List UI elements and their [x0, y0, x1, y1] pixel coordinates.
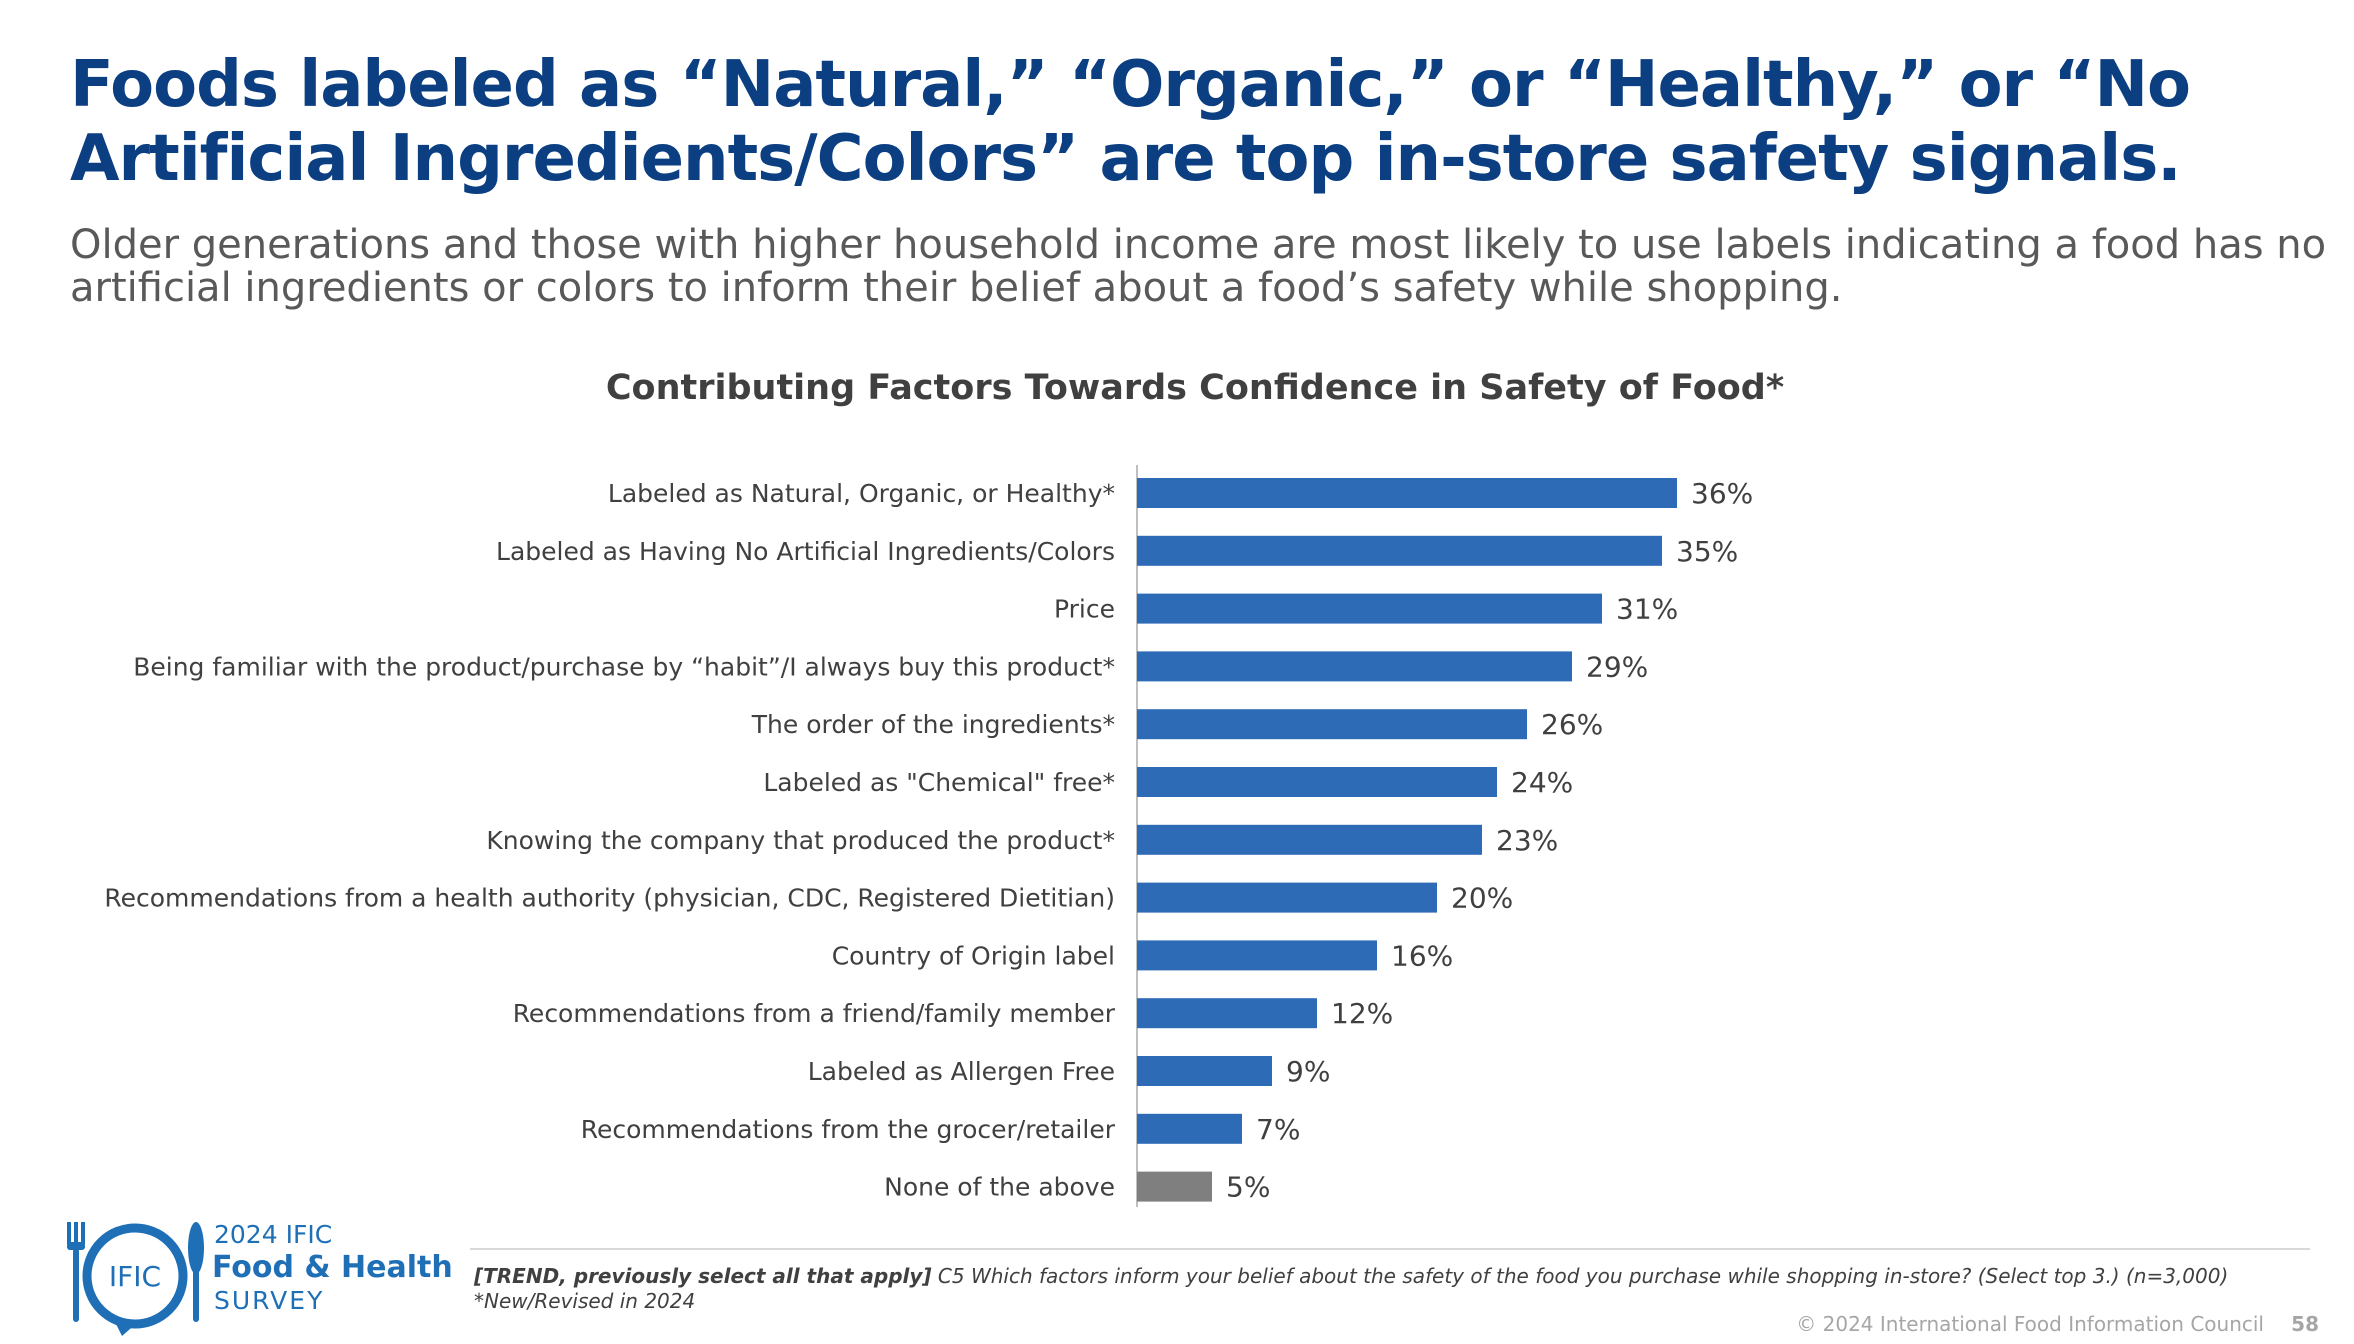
bar	[1137, 998, 1317, 1029]
copyright: © 2024 International Food Information Co…	[1796, 1312, 2264, 1336]
fork-and-spoon-icon	[67, 1222, 204, 1322]
logo-mark: IFIC	[109, 1260, 161, 1293]
bar	[1137, 709, 1527, 740]
value-label: 36%	[1691, 477, 1753, 510]
bar-row: Country of Origin label 16%	[832, 939, 1454, 972]
bar	[1137, 478, 1677, 508]
value-label: 20%	[1451, 882, 1513, 915]
bar-chart: Labeled as Natural, Organic, or Healthy*…	[104, 465, 1753, 1207]
slide-subtitle: Older generations and those with higher …	[70, 222, 2327, 311]
logo-year: 2024 IFIC	[214, 1220, 333, 1249]
value-label: 29%	[1586, 650, 1648, 683]
category-label: Being familiar with the product/purchase…	[133, 652, 1115, 681]
footnote: [TREND, previously select all that apply…	[474, 1264, 2314, 1314]
ific-logo: IFIC	[67, 1222, 204, 1336]
bar	[1137, 593, 1602, 624]
bar	[1137, 651, 1572, 682]
bar-row: Labeled as Having No Artificial Ingredie…	[496, 535, 1738, 568]
value-label: 26%	[1541, 708, 1603, 741]
category-label: Recommendations from the grocer/retailer	[581, 1115, 1116, 1144]
category-label: Labeled as Allergen Free	[808, 1057, 1115, 1086]
category-label: Knowing the company that produced the pr…	[486, 826, 1115, 855]
bar	[1137, 1056, 1272, 1086]
bar-row: Price 31%	[1054, 593, 1678, 626]
bar-row: None of the above 5%	[884, 1171, 1270, 1204]
category-label: Price	[1054, 595, 1115, 624]
category-label: Country of Origin label	[832, 941, 1115, 970]
bar-row: Knowing the company that produced the pr…	[486, 824, 1558, 857]
footnote-trend: [TREND, previously select all that apply…	[474, 1264, 932, 1288]
value-label: 12%	[1331, 997, 1393, 1030]
value-label: 24%	[1511, 766, 1573, 799]
bar-row: Being familiar with the product/purchase…	[133, 650, 1648, 683]
category-label: Labeled as Natural, Organic, or Healthy*	[608, 479, 1115, 508]
bar-row: Labeled as Allergen Free 9%	[808, 1055, 1331, 1088]
category-label: Recommendations from a friend/family mem…	[513, 999, 1116, 1028]
value-label: 31%	[1616, 593, 1678, 626]
bar-row: Recommendations from a friend/family mem…	[513, 997, 1394, 1030]
logo-name: Food & Health	[212, 1250, 453, 1285]
logo-survey: SURVEY	[214, 1286, 325, 1315]
category-label: Labeled as "Chemical" free*	[763, 768, 1115, 797]
value-label: 9%	[1286, 1055, 1330, 1088]
bar	[1137, 767, 1497, 797]
bar	[1137, 824, 1482, 855]
value-label: 7%	[1256, 1113, 1300, 1146]
bar	[1137, 1113, 1242, 1144]
value-label: 35%	[1676, 535, 1738, 568]
slide-title: Foods labeled as “Natural,” “Organic,” o…	[70, 48, 2191, 196]
footnote-new: *New/Revised in 2024	[474, 1289, 696, 1313]
bar	[1137, 535, 1662, 566]
bar-row: Recommendations from the grocer/retailer…	[581, 1113, 1301, 1146]
category-label: Recommendations from a health authority …	[104, 884, 1115, 913]
bar-row: Labeled as "Chemical" free* 24%	[763, 766, 1573, 799]
page-number: 58	[2291, 1312, 2319, 1336]
category-label: The order of the ingredients*	[751, 710, 1115, 739]
footnote-question: C5 Which factors inform your belief abou…	[937, 1264, 2229, 1288]
bar-row: Labeled as Natural, Organic, or Healthy*…	[608, 477, 1753, 510]
value-label: 23%	[1496, 824, 1558, 857]
bar	[1137, 882, 1437, 913]
bar-row: The order of the ingredients* 26%	[751, 708, 1603, 741]
category-label: Labeled as Having No Artificial Ingredie…	[496, 537, 1115, 566]
value-label: 16%	[1391, 939, 1453, 972]
value-label: 5%	[1226, 1171, 1270, 1204]
bar-row: Recommendations from a health authority …	[104, 882, 1513, 915]
bar	[1137, 1171, 1212, 1202]
category-label: None of the above	[884, 1173, 1115, 1202]
footer-divider	[470, 1248, 2310, 1250]
chart-title: Contributing Factors Towards Confidence …	[605, 368, 1785, 408]
bar	[1137, 940, 1377, 971]
logo-ring-tail	[112, 1316, 138, 1336]
